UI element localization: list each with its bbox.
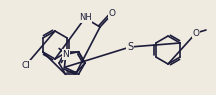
Text: O: O [192, 28, 200, 38]
Text: O: O [108, 10, 116, 19]
Text: Cl: Cl [22, 61, 30, 70]
Text: NH: NH [79, 13, 91, 23]
Text: N: N [62, 50, 69, 59]
Text: S: S [127, 42, 133, 52]
